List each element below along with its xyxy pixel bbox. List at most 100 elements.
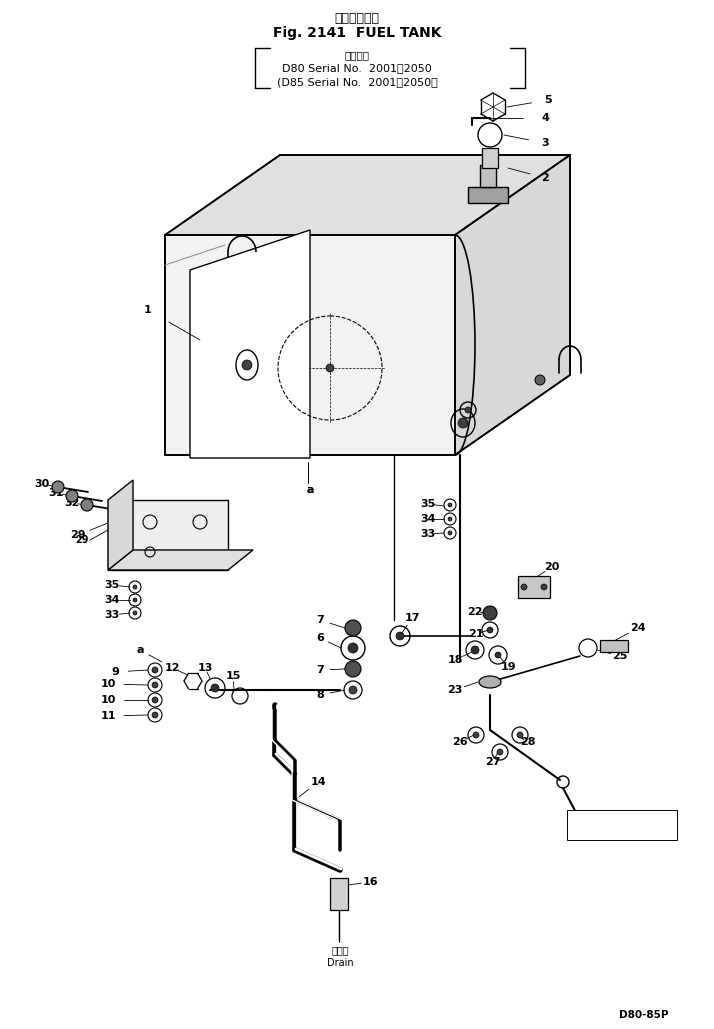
Circle shape xyxy=(541,584,547,590)
Text: 2: 2 xyxy=(541,173,549,183)
Text: 29: 29 xyxy=(75,535,89,545)
Circle shape xyxy=(471,646,479,654)
Circle shape xyxy=(152,697,158,703)
Circle shape xyxy=(242,360,252,370)
Text: 33: 33 xyxy=(104,610,120,620)
Circle shape xyxy=(152,682,158,688)
Polygon shape xyxy=(455,155,570,455)
Text: 3: 3 xyxy=(541,138,549,148)
Text: a: a xyxy=(136,645,144,655)
Text: フェルタンク: フェルタンク xyxy=(334,11,380,25)
Text: 13: 13 xyxy=(197,663,213,673)
Text: 35: 35 xyxy=(104,580,120,590)
Text: D80 Serial No.  2001～2050: D80 Serial No. 2001～2050 xyxy=(282,63,432,73)
Text: 15: 15 xyxy=(226,671,241,681)
Polygon shape xyxy=(190,230,310,458)
Bar xyxy=(600,640,628,652)
Text: 10: 10 xyxy=(100,679,116,689)
Text: 32: 32 xyxy=(64,498,80,508)
Text: 適用号機: 適用号機 xyxy=(344,50,370,60)
Text: 6: 6 xyxy=(316,633,324,643)
Circle shape xyxy=(458,418,468,428)
Text: a: a xyxy=(306,485,313,495)
Circle shape xyxy=(521,584,527,590)
Text: 21: 21 xyxy=(468,629,484,639)
Circle shape xyxy=(133,586,137,589)
Polygon shape xyxy=(108,549,253,570)
Circle shape xyxy=(345,661,361,677)
Bar xyxy=(482,148,498,168)
Text: 10: 10 xyxy=(100,695,116,705)
Circle shape xyxy=(81,499,93,511)
Text: 28: 28 xyxy=(521,737,536,747)
Circle shape xyxy=(152,712,158,718)
Text: Fig. 2141  FUEL TANK: Fig. 2141 FUEL TANK xyxy=(273,26,441,40)
Text: 25: 25 xyxy=(613,651,628,661)
Circle shape xyxy=(211,684,219,691)
Text: 26: 26 xyxy=(452,737,468,747)
Text: 33: 33 xyxy=(421,529,436,539)
Bar xyxy=(330,878,348,910)
Polygon shape xyxy=(165,235,455,455)
Text: 17: 17 xyxy=(404,613,420,623)
Circle shape xyxy=(495,652,501,658)
Text: 30: 30 xyxy=(34,480,50,489)
Text: See  Fig.2142: See Fig.2142 xyxy=(593,828,650,838)
Circle shape xyxy=(326,364,334,372)
Ellipse shape xyxy=(479,676,501,688)
Text: 5: 5 xyxy=(544,95,552,105)
Text: D80-85P: D80-85P xyxy=(619,1010,669,1020)
Circle shape xyxy=(52,481,64,493)
Circle shape xyxy=(345,620,361,636)
Text: 16: 16 xyxy=(362,877,378,887)
Text: 11: 11 xyxy=(100,711,116,721)
Circle shape xyxy=(133,598,137,602)
Text: ドレン: ドレン xyxy=(331,945,349,955)
Text: 27: 27 xyxy=(486,757,501,767)
Circle shape xyxy=(349,686,357,694)
Text: #2142回参照: #2142回参照 xyxy=(600,816,643,824)
Text: 31: 31 xyxy=(49,488,64,498)
Polygon shape xyxy=(108,500,228,570)
Text: 14: 14 xyxy=(310,777,326,787)
Text: 29: 29 xyxy=(70,530,86,540)
Text: Drain: Drain xyxy=(327,958,353,968)
Text: 4: 4 xyxy=(541,113,549,123)
Bar xyxy=(480,165,496,187)
Text: 20: 20 xyxy=(544,562,560,572)
Circle shape xyxy=(448,531,452,535)
Polygon shape xyxy=(108,480,133,570)
Circle shape xyxy=(448,517,452,521)
Text: 24: 24 xyxy=(630,623,645,633)
Circle shape xyxy=(66,490,78,502)
Circle shape xyxy=(152,667,158,673)
Text: 35: 35 xyxy=(421,499,436,509)
Text: 7: 7 xyxy=(316,665,324,675)
Text: 34: 34 xyxy=(421,514,436,524)
Circle shape xyxy=(487,627,493,633)
Text: 18: 18 xyxy=(447,655,463,665)
Text: 1: 1 xyxy=(144,305,152,315)
Circle shape xyxy=(448,503,452,507)
Bar xyxy=(567,810,677,840)
Circle shape xyxy=(473,732,479,738)
Polygon shape xyxy=(165,155,570,235)
Bar xyxy=(518,576,550,598)
Circle shape xyxy=(348,643,358,653)
Circle shape xyxy=(483,606,497,620)
Text: 8: 8 xyxy=(316,690,324,700)
Text: 22: 22 xyxy=(467,607,483,617)
Text: 34: 34 xyxy=(104,595,120,605)
Text: (D85 Serial No.  2001～2050）: (D85 Serial No. 2001～2050） xyxy=(276,77,438,87)
Circle shape xyxy=(133,611,137,615)
Circle shape xyxy=(517,732,523,738)
Text: 12: 12 xyxy=(164,663,180,673)
Text: 23: 23 xyxy=(447,685,463,695)
Text: a: a xyxy=(306,485,313,495)
Circle shape xyxy=(465,407,471,413)
Text: 7: 7 xyxy=(316,615,324,625)
Circle shape xyxy=(535,375,545,385)
Circle shape xyxy=(396,632,404,640)
Text: 9: 9 xyxy=(111,667,119,677)
Text: 19: 19 xyxy=(501,662,516,672)
